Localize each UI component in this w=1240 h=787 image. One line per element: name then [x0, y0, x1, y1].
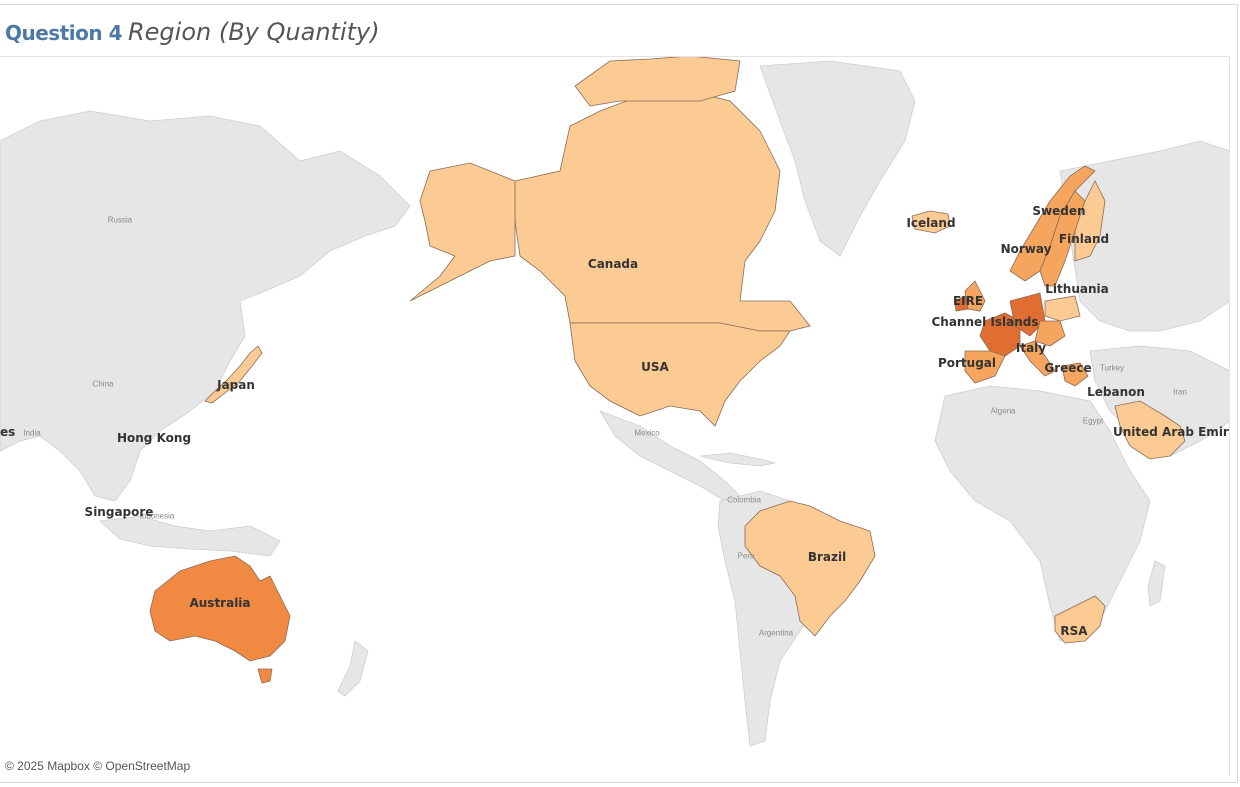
map-label-peru: Peru: [737, 551, 755, 561]
highlighted-regions: [149, 56, 1186, 684]
region-shape-japan[interactable]: [204, 345, 263, 404]
land-asia: [0, 110, 411, 502]
page-title: Question 4 Region (By Quantity): [5, 18, 380, 46]
map-label-russia: Russia: [107, 215, 133, 225]
map-label-indonesia: Indonesia: [139, 511, 175, 521]
region-shape-tasmania[interactable]: [257, 668, 273, 684]
region-label-usa[interactable]: USA: [641, 360, 669, 374]
title-subject: Region (By Quantity): [127, 18, 380, 46]
region-shape-portugal-spain[interactable]: [964, 350, 1006, 384]
region-shape-australia[interactable]: [149, 555, 291, 662]
region-label-rsa[interactable]: RSA: [1060, 624, 1088, 638]
map-label-algeria: Algeria: [990, 406, 1016, 416]
region-label-channel-islands[interactable]: Channel Islands: [931, 315, 1039, 329]
map-view[interactable]: Russia China India Mexico Colombia Peru …: [0, 56, 1230, 776]
region-shape-brazil[interactable]: [744, 500, 876, 637]
map-label-iran: Iran: [1173, 387, 1187, 397]
region-shape-italy[interactable]: [1019, 340, 1056, 377]
region-label-japan[interactable]: Japan: [217, 378, 255, 392]
title-question: Question 4: [5, 21, 122, 45]
region-label-lithuania[interactable]: Lithuania: [1045, 282, 1109, 296]
region-shape-alaska[interactable]: [409, 162, 516, 302]
region-shape-greece[interactable]: [1061, 362, 1089, 387]
land-africa: [934, 385, 1151, 642]
land-middle-east: [1089, 345, 1229, 457]
region-label-edge-cut[interactable]: es: [0, 425, 16, 439]
region-shape-france[interactable]: [979, 312, 1021, 357]
world-map[interactable]: [0, 56, 1230, 776]
region-shape-iceland[interactable]: [911, 210, 951, 234]
region-label-finland[interactable]: Finland: [1058, 232, 1110, 246]
map-label-egypt: Egypt: [1082, 416, 1104, 426]
region-shape-germany[interactable]: [1009, 292, 1046, 337]
map-attribution[interactable]: © 2025 Mapbox © OpenStreetMap: [5, 759, 191, 773]
region-label-brazil[interactable]: Brazil: [807, 550, 847, 564]
land-madagascar: [1147, 560, 1166, 607]
region-label-lebanon[interactable]: Lebanon: [1087, 385, 1145, 399]
region-label-sweden[interactable]: Sweden: [1032, 204, 1086, 218]
region-shape-lithuania[interactable]: [1044, 295, 1081, 322]
region-label-eire[interactable]: EIRE: [952, 294, 984, 308]
map-label-mexico: Mexico: [634, 428, 660, 438]
region-shape-saudi-uae[interactable]: [1114, 400, 1186, 460]
region-label-united-arab-emirates[interactable]: United Arab Emirates: [1113, 425, 1229, 439]
region-label-singapore[interactable]: Singapore: [84, 505, 154, 519]
land-caribbean: [699, 452, 776, 467]
map-label-india: India: [23, 428, 41, 438]
base-land: [0, 60, 1229, 747]
land-se-asia-islands: [99, 515, 281, 557]
land-new-zealand: [337, 640, 369, 697]
region-shape-central-europe[interactable]: [1034, 320, 1066, 347]
map-label-turkey: Turkey: [1099, 363, 1125, 373]
region-shape-rsa[interactable]: [1054, 595, 1106, 644]
region-label-greece[interactable]: Greece: [1044, 361, 1092, 375]
map-label-china: China: [92, 379, 114, 389]
region-label-italy[interactable]: Italy: [1015, 341, 1047, 355]
region-label-norway[interactable]: Norway: [1000, 242, 1052, 256]
region-shape-canada[interactable]: [514, 90, 811, 332]
land-greenland: [759, 60, 916, 257]
region-label-australia[interactable]: Australia: [189, 596, 251, 610]
land-east-europe-russia: [1059, 140, 1229, 332]
region-shape-canada-islands[interactable]: [574, 56, 741, 107]
region-shape-usa[interactable]: [569, 322, 791, 427]
region-shape-finland[interactable]: [1074, 180, 1106, 262]
map-label-argentina: Argentina: [758, 628, 794, 638]
region-shape-eire[interactable]: [954, 295, 969, 312]
region-label-portugal[interactable]: Portugal: [937, 356, 997, 370]
region-label-hong-kong[interactable]: Hong Kong: [116, 431, 192, 445]
region-label-canada[interactable]: Canada: [587, 257, 639, 271]
map-label-colombia: Colombia: [727, 495, 761, 505]
region-label-iceland[interactable]: Iceland: [906, 216, 956, 230]
